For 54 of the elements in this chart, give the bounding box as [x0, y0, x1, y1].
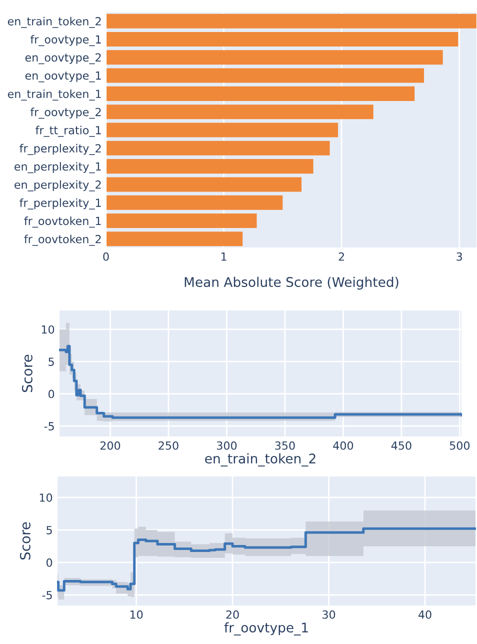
- x-tick-label: 500: [450, 441, 470, 450]
- bar: [106, 177, 302, 192]
- y-tick-label: 5: [48, 358, 54, 366]
- y-tick-label: fr_oovtoken_2: [24, 234, 101, 246]
- x-tick-label: 1: [221, 252, 226, 261]
- x-axis-title: fr_oovtype_1: [224, 622, 308, 636]
- bar: [106, 14, 477, 28]
- y-tick-label: 0: [48, 390, 54, 398]
- x-tick-label: 3: [456, 252, 462, 261]
- x-tick-label: 400: [333, 441, 354, 450]
- x-tick-label: 200: [100, 441, 120, 450]
- x-axis-title: Mean Absolute Score (Weighted): [184, 276, 398, 290]
- y-axis-title: Score: [20, 522, 30, 560]
- y-tick-label: en_train_token_2: [8, 16, 101, 28]
- x-tick-label: 10: [130, 610, 143, 619]
- x-tick-label: 300: [216, 441, 237, 450]
- y-tick-label: en_oovtype_1: [25, 72, 101, 82]
- x-tick-label: 250: [158, 441, 178, 450]
- bar: [106, 195, 283, 210]
- bar: [106, 214, 257, 228]
- bar: [106, 68, 424, 83]
- x-tick-label: 30: [322, 610, 336, 619]
- y-tick-label: fr_perplexity_1: [20, 198, 101, 210]
- y-tick-label: en_perplexity_2: [14, 180, 101, 192]
- y-tick-label: fr_tt_ratio_1: [36, 126, 101, 137]
- bar: [106, 86, 415, 101]
- y-tick-label: en_oovtype_2: [25, 53, 101, 64]
- x-tick-label: 350: [275, 441, 295, 450]
- bar: [106, 159, 314, 174]
- bar: [106, 32, 458, 46]
- x-axis-title: en_train_token_2: [205, 453, 316, 466]
- x-tick-label: 450: [391, 441, 412, 450]
- y-tick-label: en_perplexity_1: [14, 162, 101, 174]
- bar: [106, 104, 374, 120]
- y-tick-label: -5: [44, 422, 54, 430]
- y-tick-label: 5: [46, 526, 52, 534]
- y-tick-label: -5: [42, 591, 52, 600]
- y-tick-label: fr_perplexity_2: [20, 144, 101, 155]
- y-tick-label: 0: [46, 558, 52, 567]
- bar: [106, 232, 243, 246]
- x-tick-label: 40: [418, 610, 432, 619]
- bar: [106, 122, 338, 138]
- x-tick-label: 0: [103, 252, 109, 261]
- x-tick-label: 2: [338, 252, 344, 261]
- y-tick-label: fr_oovtype_1: [30, 35, 101, 46]
- bar: [106, 50, 443, 65]
- bar: [106, 140, 330, 156]
- y-tick-label: fr_oovtoken_1: [24, 216, 101, 228]
- x-tick-label: 20: [226, 610, 239, 619]
- y-tick-label: 10: [40, 493, 52, 502]
- y-tick-label: 10: [42, 325, 54, 334]
- y-axis-title: Score: [22, 354, 32, 392]
- y-tick-label: fr_oovtype_2: [30, 108, 101, 119]
- y-tick-label: en_train_token_1: [8, 89, 101, 101]
